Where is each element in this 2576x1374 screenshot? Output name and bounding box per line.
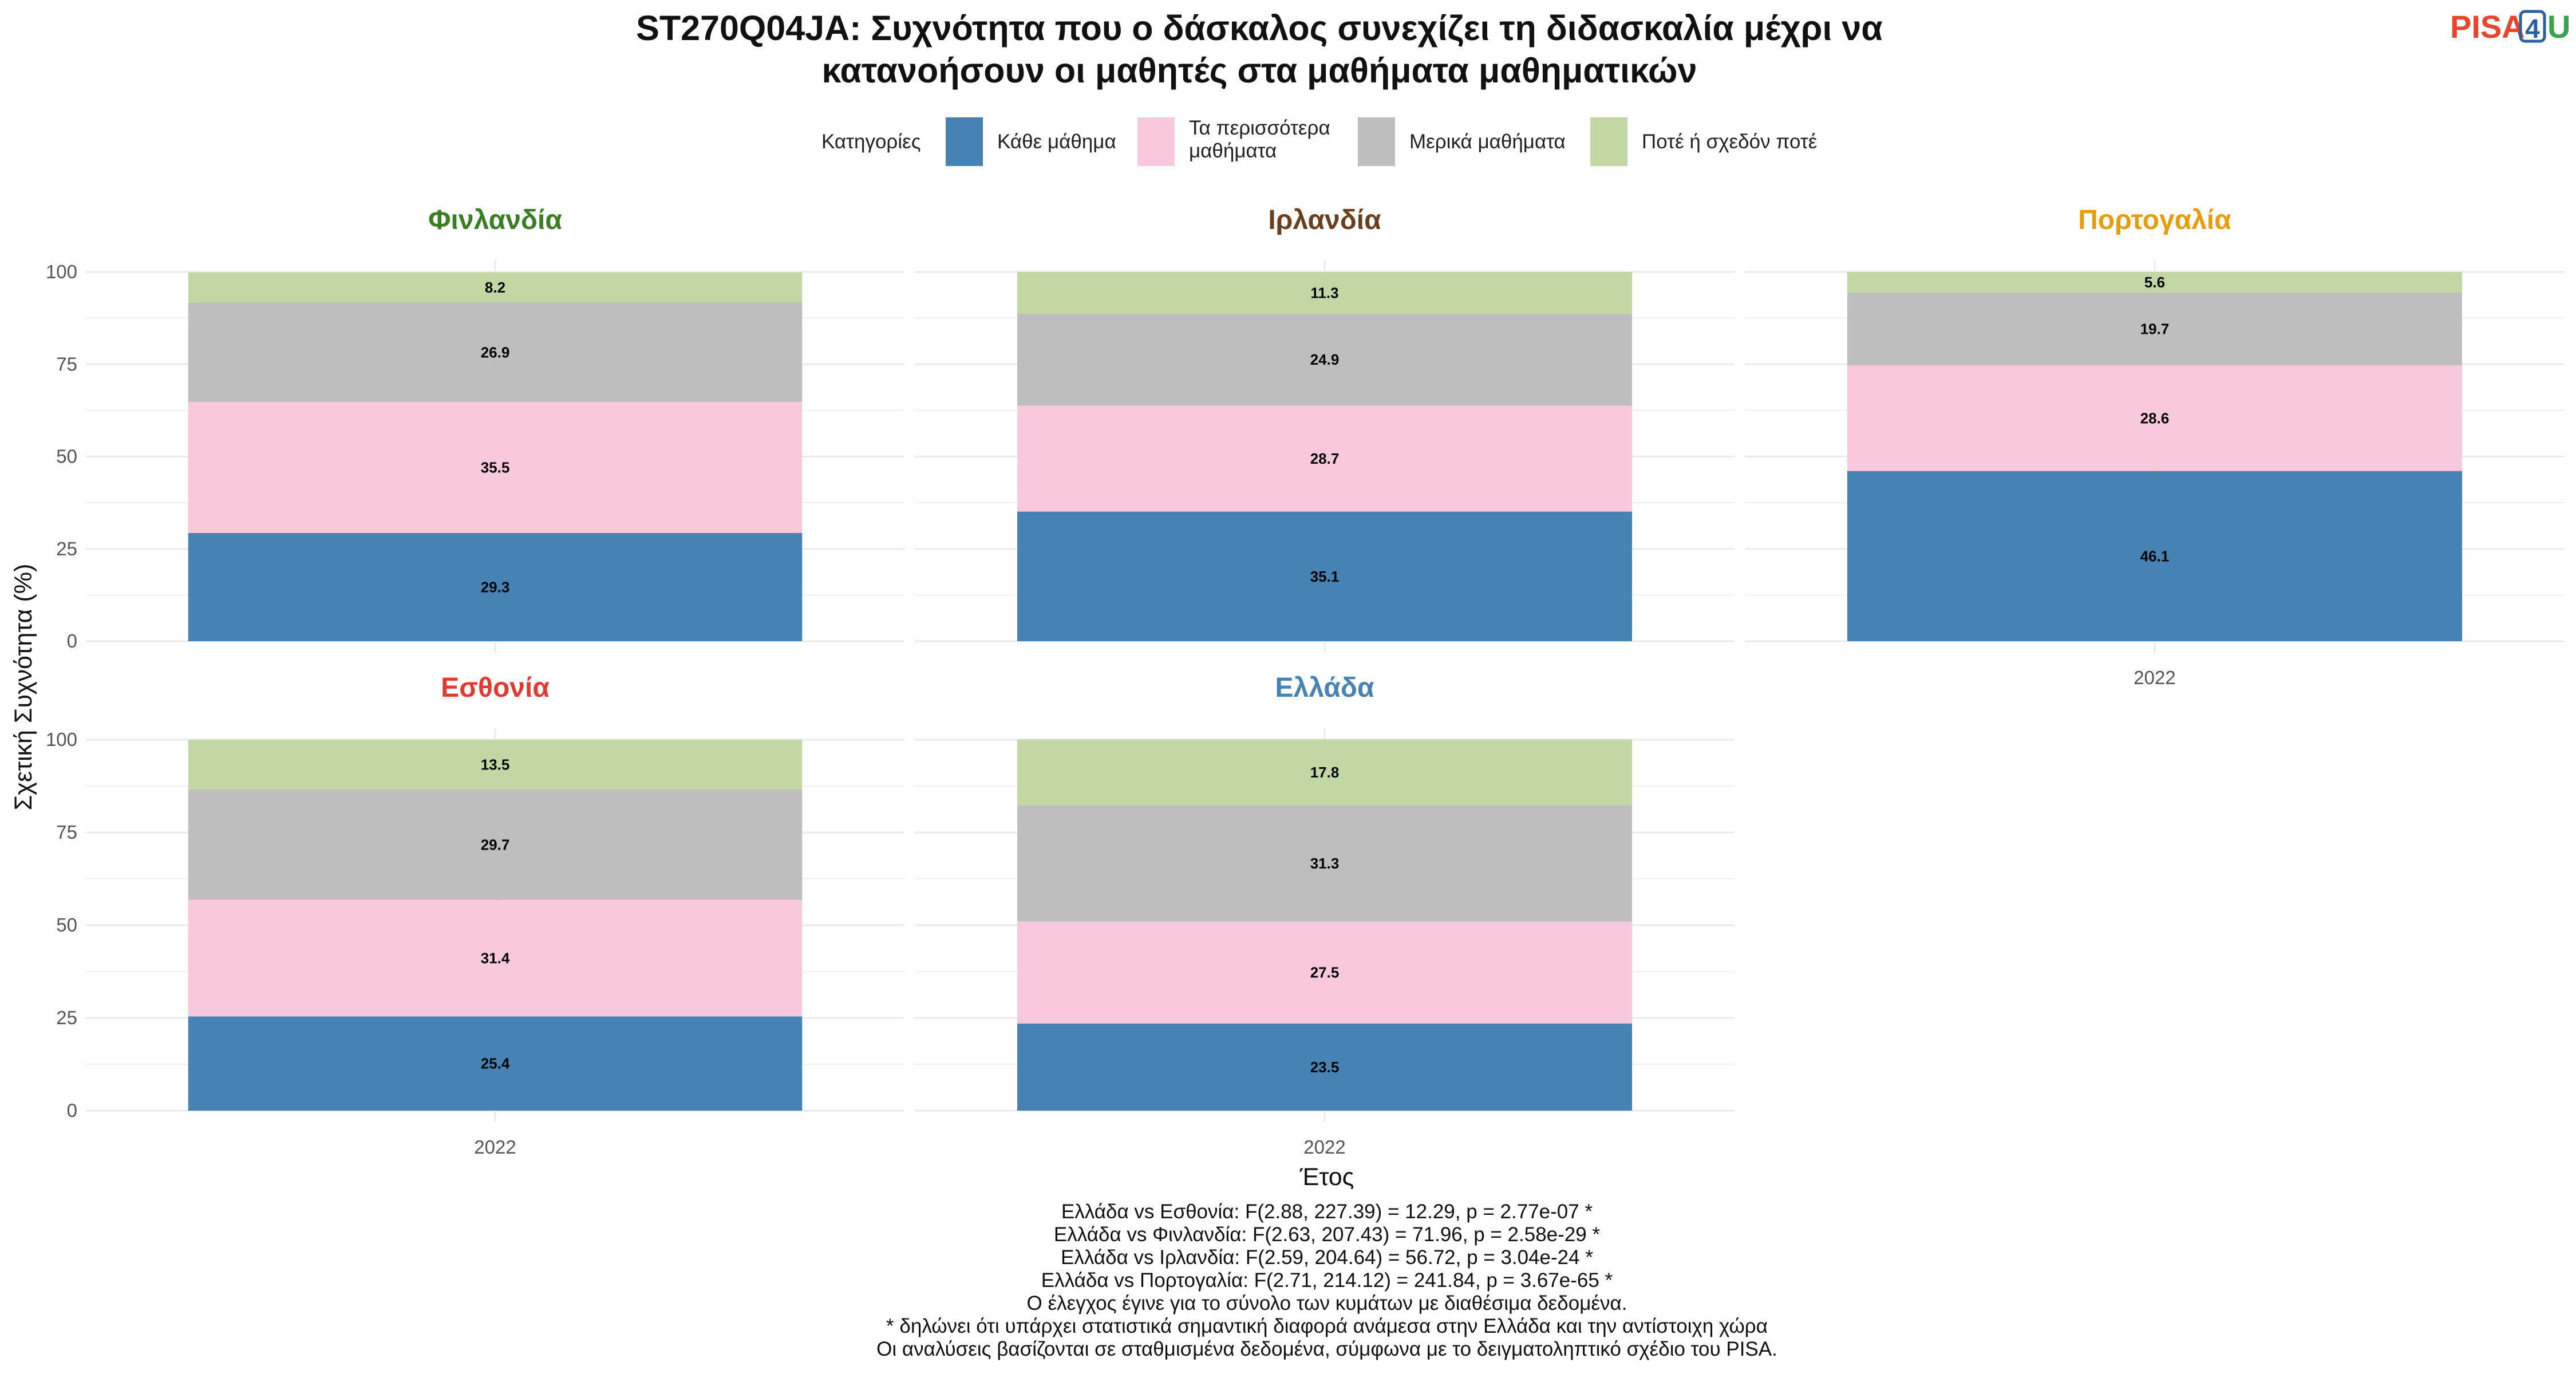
x-axis-title: Έτος — [1299, 1163, 1354, 1191]
y-tick-label: 100 — [46, 261, 77, 282]
bar-segment — [188, 1016, 803, 1111]
bar-value-label: 35.1 — [1310, 568, 1340, 585]
x-tick-label: 2022 — [474, 1136, 516, 1158]
panel-title-4: Ελλάδα — [1275, 673, 1374, 703]
bar-segment — [188, 533, 803, 641]
bar-value-label: 29.3 — [481, 579, 510, 596]
bar-value-label: 5.6 — [2144, 274, 2165, 291]
legend-key-0 — [946, 117, 983, 166]
bar-value-label: 35.5 — [481, 459, 510, 476]
legend-label-1-0: Τα περισσότερα — [1189, 117, 1330, 139]
bar-segment — [1017, 405, 1632, 512]
bar-value-label: 24.9 — [1310, 351, 1340, 368]
note-line-6: Οι αναλύσεις βασίζονται σε σταθμισμένα δ… — [876, 1338, 1777, 1360]
bar-segment — [1017, 511, 1632, 641]
note-line-1: Ελλάδα vs Φινλανδία: F(2.63, 207.43) = 7… — [1054, 1223, 1601, 1246]
chart-title-line-1: ST270Q04JA: Συχνότητα που ο δάσκαλος συν… — [636, 9, 1883, 48]
legend-label-2-0: Μερικά μαθήματα — [1409, 131, 1566, 153]
bar-value-label: 31.4 — [481, 950, 510, 967]
bar-segment — [1847, 471, 2462, 641]
bar-segment — [188, 899, 803, 1017]
chart-title: ST270Q04JA: Συχνότητα που ο δάσκαλος συν… — [636, 9, 1883, 90]
bar-segment — [188, 789, 803, 900]
bar-value-label: 28.7 — [1310, 450, 1340, 467]
y-tick-label: 0 — [67, 630, 77, 652]
y-tick-label: 50 — [56, 914, 77, 935]
bar-value-label: 27.5 — [1310, 964, 1340, 981]
y-tick-label: 25 — [56, 1007, 77, 1028]
panel-4: Ελλάδα 23.5 27.5 31.3 17.8 2022 — [915, 673, 1735, 1158]
legend-label-1-1: μαθήματα — [1189, 140, 1277, 162]
legend-label-3-0: Ποτέ ή σχεδόν ποτέ — [1642, 131, 1817, 153]
logo-text-u: U — [2547, 9, 2570, 45]
x-tick-label: 2022 — [1303, 1136, 1345, 1158]
bar-segment — [188, 302, 803, 402]
note-line-3: Ελλάδα vs Πορτογαλία: F(2.71, 214.12) = … — [1041, 1269, 1613, 1292]
note-line-2: Ελλάδα vs Ιρλανδία: F(2.59, 204.64) = 56… — [1061, 1246, 1593, 1269]
bar-segment — [188, 402, 803, 534]
x-tick-label: 2022 — [2134, 667, 2175, 688]
y-tick-label: 50 — [56, 446, 77, 467]
bar-segment — [1017, 805, 1632, 922]
bar-value-label: 23.5 — [1310, 1059, 1340, 1076]
y-tick-label: 0 — [67, 1100, 77, 1121]
panel-3: 0 25 50 75 100 Εσθονία 25.4 31.4 29.7 13.5 2022 — [46, 673, 904, 1158]
bar-value-label: 17.8 — [1310, 764, 1340, 781]
legend-key-1 — [1137, 117, 1175, 166]
y-tick-label: 75 — [56, 353, 77, 374]
chart-title-line-2: κατανοήσουν οι μαθητές στα μαθήματα μαθη… — [822, 51, 1697, 90]
bar-segment — [1847, 293, 2462, 366]
panel-0: 0 25 50 75 100 Φινλανδία 29.3 35.5 26.9 8.2 — [46, 205, 904, 653]
bar-value-label: 25.4 — [481, 1055, 510, 1072]
bar-segment — [1847, 272, 2462, 293]
bar-value-label: 29.7 — [481, 836, 510, 854]
logo-text-4: 4 — [2525, 14, 2540, 44]
bar-segment — [1017, 921, 1632, 1024]
bar-value-label: 19.7 — [2140, 321, 2170, 338]
legend-key-2 — [1358, 117, 1395, 166]
panel-title-3: Εσθονία — [441, 673, 550, 703]
y-tick-label: 100 — [46, 729, 77, 750]
pisa4u-logo: PISA 4 U — [2450, 9, 2570, 45]
panel-title-1: Ιρλανδία — [1268, 205, 1381, 235]
y-axis-title: Σχετική Συχνότητα (%) — [10, 564, 37, 811]
bar-segment — [1017, 1023, 1632, 1111]
bar-value-label: 28.6 — [2140, 409, 2170, 427]
y-tick-label: 25 — [56, 538, 77, 559]
legend-label-0-0: Κάθε μάθημα — [997, 131, 1116, 153]
note-line-5: * δηλώνει ότι υπάρχει στατιστικά σημαντι… — [886, 1315, 1768, 1337]
bar-value-label: 31.3 — [1310, 855, 1340, 872]
svg-text:PISA: PISA — [2450, 9, 2525, 45]
bar-value-label: 46.1 — [2140, 547, 2170, 564]
panel-title-2: Πορτογαλία — [2078, 205, 2231, 235]
bar-segment — [188, 272, 803, 303]
bar-value-label: 11.3 — [1310, 284, 1338, 301]
bar-segment — [188, 740, 803, 790]
logo-text-pisa: PISA — [2450, 9, 2525, 45]
note-line-4: Ο έλεγχος έγινε για το σύνολο των κυμάτω… — [1027, 1292, 1627, 1314]
note-line-0: Ελλάδα vs Εσθονία: F(2.88, 227.39) = 12.… — [1061, 1201, 1593, 1223]
bar-value-label: 13.5 — [481, 756, 510, 773]
bar-segment — [1017, 313, 1632, 406]
panel-1: Ιρλανδία 35.1 28.7 24.9 11.3 — [915, 205, 1735, 653]
logo-box — [2519, 10, 2546, 43]
chart-panels: 0 25 50 75 100 Φινλανδία 29.3 35.5 26.9 8.2 Ιρλανδ… — [46, 205, 2565, 1158]
legend: Κατηγορίες Κάθε μάθημα Τα περισσότεραμαθήμ… — [821, 117, 1817, 166]
bar-segment — [1847, 365, 2462, 471]
bar-segment — [1017, 272, 1632, 314]
notes: Ελλάδα vs Εσθονία: F(2.88, 227.39) = 12.… — [876, 1201, 1777, 1360]
panel-title-0: Φινλανδία — [428, 205, 562, 235]
legend-title: Κατηγορίες — [821, 131, 921, 153]
bar-segment — [1017, 739, 1632, 806]
panel-2: Πορτογαλία 46.1 28.6 19.7 5.6 2022 — [1745, 205, 2565, 688]
bar-value-label: 26.9 — [481, 344, 510, 361]
bar-value-label: 8.2 — [485, 279, 505, 296]
legend-key-3 — [1590, 117, 1627, 166]
y-tick-label: 75 — [56, 822, 77, 843]
